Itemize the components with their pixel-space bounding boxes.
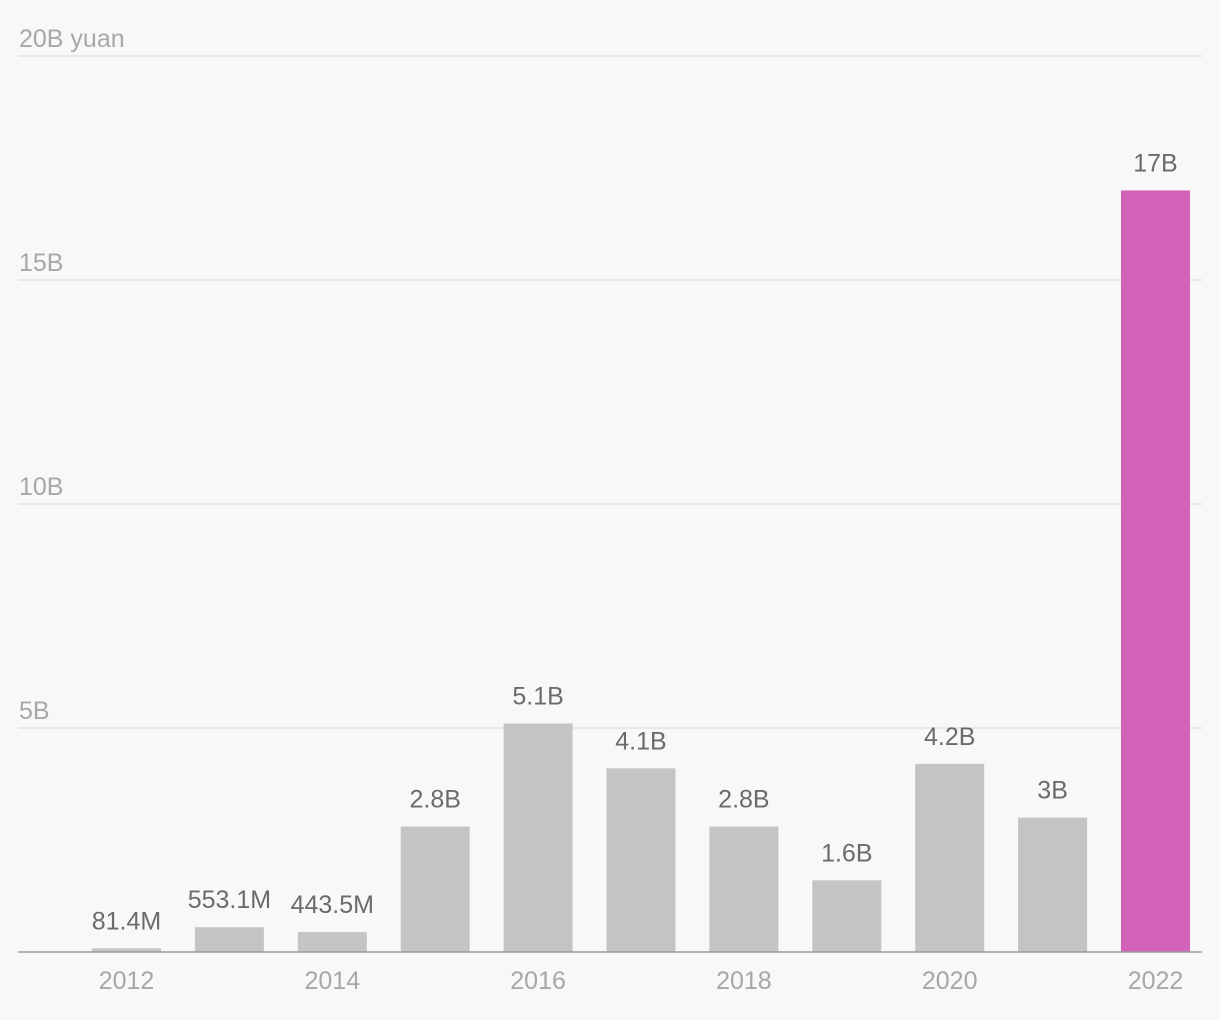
bar — [400, 826, 470, 952]
bar — [812, 880, 882, 952]
bar-value-label: 1.6B — [821, 839, 872, 867]
bar — [606, 768, 676, 952]
bar-value-label: 4.1B — [615, 727, 666, 755]
bar-value-label: 4.2B — [924, 723, 975, 751]
x-tick-label: 2014 — [304, 967, 360, 995]
x-tick-label: 2020 — [922, 967, 978, 995]
y-tick-label: 20B yuan — [19, 25, 125, 53]
bar-value-label: 5.1B — [512, 683, 563, 711]
bar — [915, 763, 985, 952]
y-tick-label: 5B — [19, 697, 50, 725]
bar — [194, 927, 264, 952]
x-tick-label: 2016 — [510, 967, 566, 995]
bar-value-label: 81.4M — [92, 907, 161, 935]
bar-value-label: 553.1M — [188, 886, 271, 914]
bar — [1121, 190, 1190, 952]
bar — [503, 723, 573, 952]
bar-value-label: 17B — [1133, 149, 1177, 177]
bar — [1018, 817, 1088, 952]
bar-value-label: 3B — [1037, 777, 1068, 805]
bar — [92, 948, 161, 952]
bar-value-label: 443.5M — [291, 891, 374, 919]
bar — [709, 826, 779, 952]
x-tick-label: 2022 — [1128, 967, 1184, 995]
x-tick-label: 2018 — [716, 967, 772, 995]
y-tick-label: 10B — [19, 473, 63, 501]
bar-value-label: 2.8B — [409, 786, 460, 814]
y-tick-label: 15B — [19, 249, 63, 277]
bar-value-label: 2.8B — [718, 786, 769, 814]
bar — [297, 932, 367, 952]
x-tick-label: 2012 — [99, 967, 155, 995]
